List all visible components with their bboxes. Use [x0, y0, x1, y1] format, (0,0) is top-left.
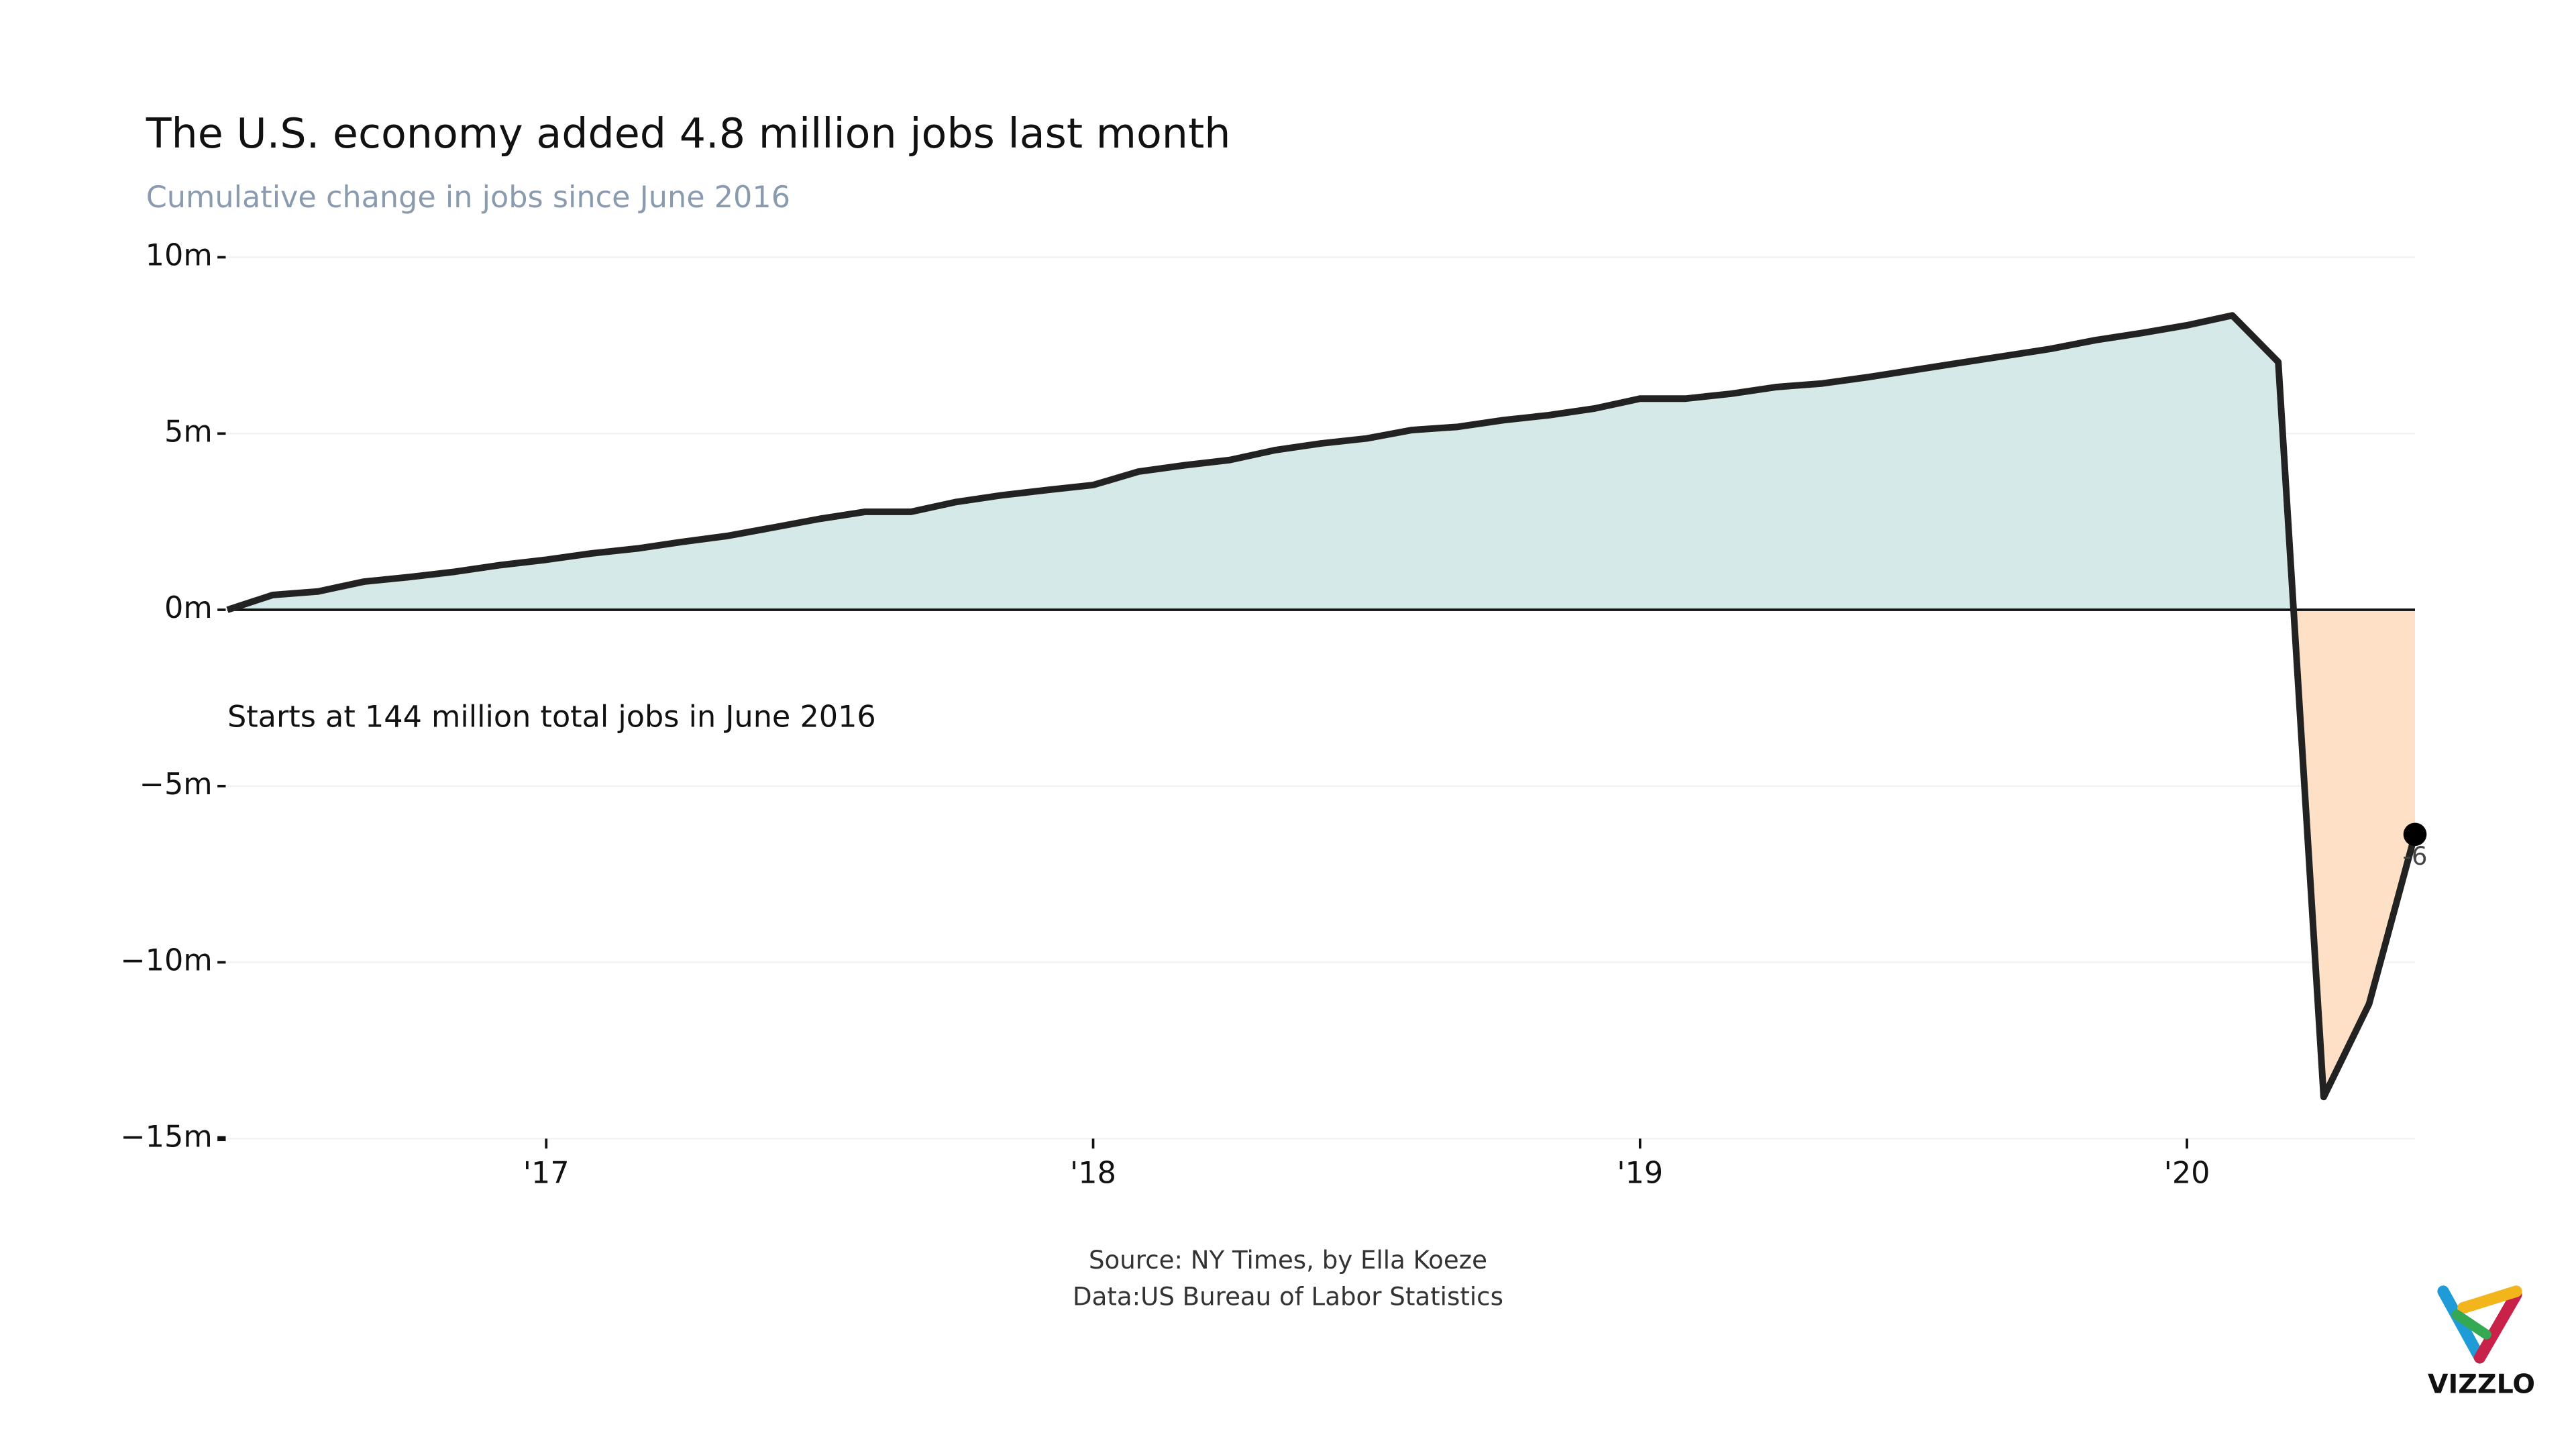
- logo-shape: [2473, 1289, 2522, 1364]
- logo-shape: [2451, 1309, 2491, 1340]
- x-tick-label: '18: [1070, 1156, 1116, 1191]
- end-point: [2403, 822, 2427, 847]
- value-label: -6: [2402, 842, 2427, 871]
- chart-title: The U.S. economy added 4.8 million jobs …: [146, 109, 1231, 158]
- y-tick-label: −5m: [140, 767, 213, 802]
- line: [226, 312, 2418, 1101]
- annotation: Starts at 144 million total jobs in June…: [227, 699, 876, 734]
- logo: VIZZLO: [2428, 1285, 2535, 1399]
- y-tick-label: 5m: [164, 414, 213, 449]
- logo-text: VIZZLO: [2428, 1368, 2535, 1399]
- x-tick-label: '17: [523, 1156, 570, 1191]
- y-tick-label: 0m: [164, 590, 213, 625]
- y-tick-label: 10m: [146, 238, 213, 273]
- y-tick-label: −15m: [120, 1119, 212, 1154]
- source: Source: NY Times, by Ella Koeze: [1089, 1246, 1487, 1275]
- x-tick-label: '19: [1617, 1156, 1663, 1191]
- source: Data:US Bureau of Labor Statistics: [1073, 1282, 1503, 1311]
- chart-subtitle: Cumulative change in jobs since June 201…: [146, 180, 790, 215]
- x-tick-label: '20: [2164, 1156, 2210, 1191]
- logo-shape: [2457, 1285, 2522, 1314]
- logo-shape: [2437, 1285, 2486, 1364]
- y-tick-label: −10m: [120, 943, 212, 978]
